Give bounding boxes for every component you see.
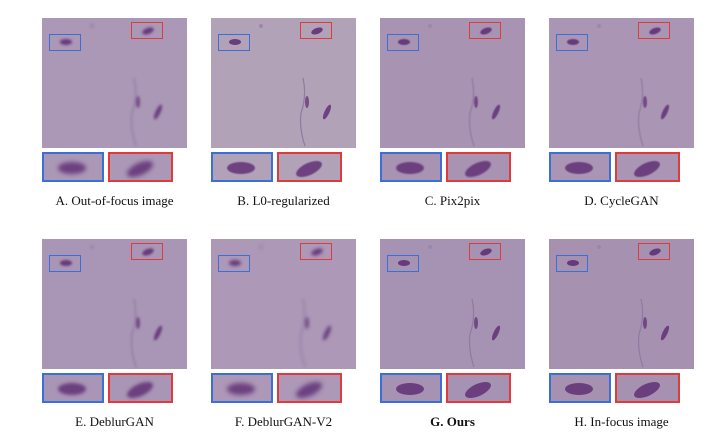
blue-roi-box xyxy=(387,255,419,272)
figure-panel: G. Ours xyxy=(380,239,525,439)
red-roi-box xyxy=(638,22,670,39)
blue-zoom-inset xyxy=(380,373,442,403)
microscopy-image xyxy=(549,239,694,369)
red-roi-box xyxy=(469,243,501,260)
figure-panel: E. DeblurGAN xyxy=(42,239,187,439)
red-zoom-inset xyxy=(446,152,511,182)
panel-caption: G. Ours xyxy=(430,414,475,429)
figure-panel: D. CycleGAN xyxy=(549,18,694,218)
cell-drawing xyxy=(567,245,670,368)
cell-drawing xyxy=(229,245,332,368)
blue-zoom-inset xyxy=(549,373,611,403)
microscopy-image xyxy=(42,239,187,369)
microscopy-image xyxy=(211,18,356,148)
red-zoom-inset xyxy=(446,373,511,403)
blue-roi-box xyxy=(49,34,81,51)
panel-caption: A. Out-of-focus image xyxy=(55,193,174,208)
red-roi-box xyxy=(300,22,332,39)
red-roi-box xyxy=(131,243,163,260)
blue-zoom-inset xyxy=(380,152,442,182)
cell-drawing xyxy=(567,24,670,147)
microscopy-image xyxy=(380,239,525,369)
red-zoom-inset xyxy=(277,373,342,403)
panel-caption: B. L0-regularized xyxy=(237,193,330,208)
cell-drawing xyxy=(398,24,501,147)
red-zoom-inset xyxy=(277,152,342,182)
red-roi-box xyxy=(638,243,670,260)
figure-panel: C. Pix2pix xyxy=(380,18,525,218)
microscopy-image xyxy=(549,18,694,148)
cell-drawing xyxy=(229,24,332,147)
red-zoom-inset xyxy=(108,152,173,182)
microscopy-image xyxy=(211,239,356,369)
red-roi-box xyxy=(131,22,163,39)
red-roi-box xyxy=(300,243,332,260)
blue-zoom-inset xyxy=(211,373,273,403)
figure-panel: B. L0-regularized xyxy=(211,18,356,218)
red-roi-box xyxy=(469,22,501,39)
figure-panel: A. Out-of-focus image xyxy=(42,18,187,218)
blue-zoom-inset xyxy=(42,152,104,182)
panel-caption: H. In-focus image xyxy=(574,414,669,429)
figure-panel: H. In-focus image xyxy=(549,239,694,439)
panel-caption: D. CycleGAN xyxy=(584,193,659,208)
blue-roi-box xyxy=(49,255,81,272)
panel-caption: F. DeblurGAN-V2 xyxy=(234,414,333,429)
red-zoom-inset xyxy=(615,373,680,403)
microscopy-image xyxy=(380,18,525,148)
cell-drawing xyxy=(398,245,501,368)
cell-drawing xyxy=(60,245,163,368)
panel-caption: E. DeblurGAN xyxy=(75,414,154,429)
blue-roi-box xyxy=(218,34,250,51)
blue-zoom-inset xyxy=(211,152,273,182)
red-zoom-inset xyxy=(108,373,173,403)
blue-zoom-inset xyxy=(549,152,611,182)
blue-zoom-inset xyxy=(42,373,104,403)
microscopy-image xyxy=(42,18,187,148)
blue-roi-box xyxy=(556,34,588,51)
red-zoom-inset xyxy=(615,152,680,182)
cell-drawing xyxy=(60,24,163,147)
blue-roi-box xyxy=(387,34,419,51)
blue-roi-box xyxy=(218,255,250,272)
figure-panel: F. DeblurGAN-V2 xyxy=(211,239,356,439)
panel-caption: C. Pix2pix xyxy=(424,193,481,208)
blue-roi-box xyxy=(556,255,588,272)
